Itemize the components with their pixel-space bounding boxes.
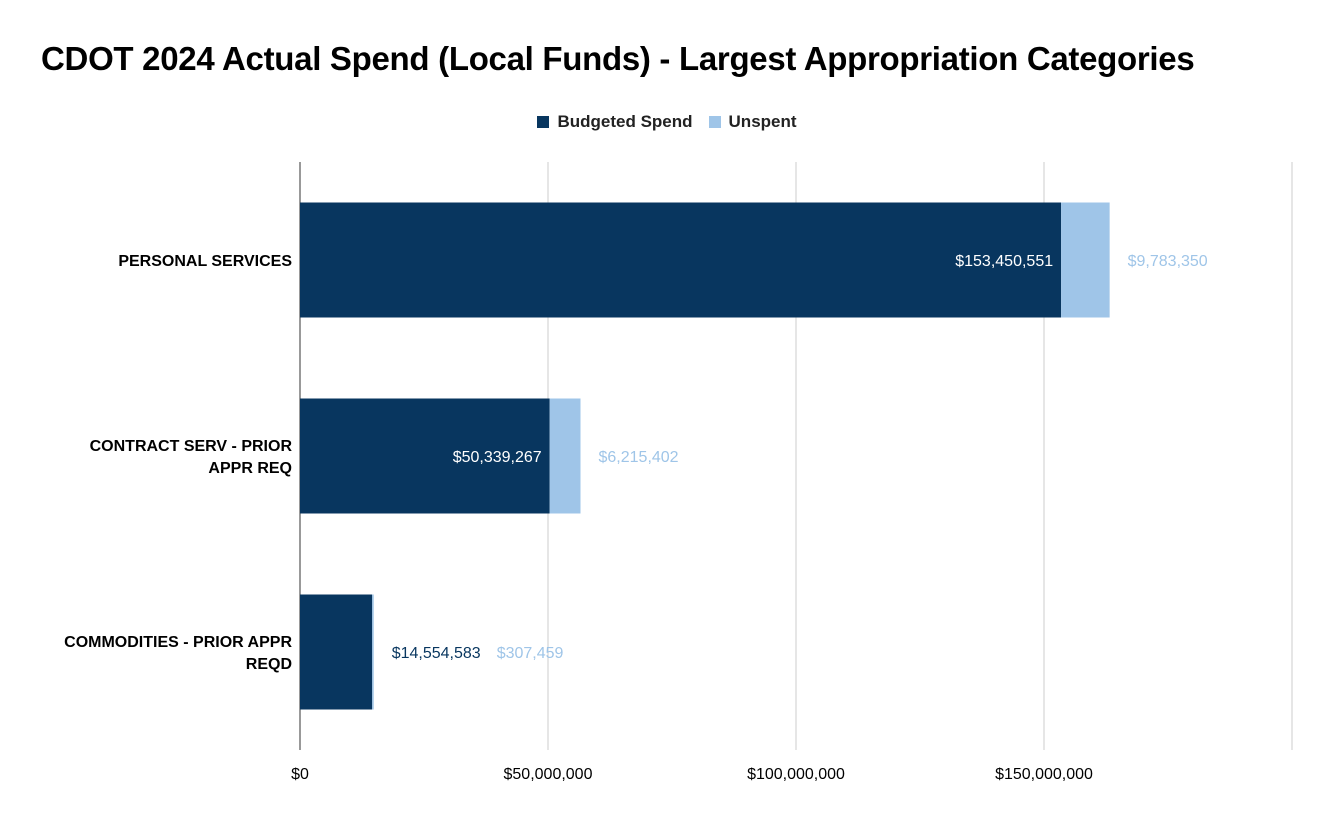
x-tick-label: $150,000,000 <box>995 766 1093 783</box>
x-tick-label: $0 <box>291 766 309 783</box>
category-label: APPR REQ <box>208 460 292 477</box>
legend-label-budgeted-spend: Budgeted Spend <box>557 112 693 131</box>
data-label-unspent: $6,215,402 <box>599 449 679 466</box>
legend-swatch-budgeted-spend <box>537 116 550 128</box>
data-label-unspent: $9,783,350 <box>1128 253 1208 270</box>
legend-swatch-unspent <box>708 116 721 128</box>
bar-budgeted-spend <box>300 398 550 514</box>
category-label: REQD <box>246 656 292 673</box>
x-tick-label: $100,000,000 <box>747 766 845 783</box>
legend: Budgeted Spend Unspent <box>0 112 1334 132</box>
legend-label-unspent: Unspent <box>728 112 797 131</box>
category-label: PERSONAL SERVICES <box>118 253 292 270</box>
bar-unspent <box>549 398 581 514</box>
data-label-unspent: $307,459 <box>497 645 564 662</box>
x-tick-label: $50,000,000 <box>504 766 593 783</box>
data-label-budgeted-spend: $153,450,551 <box>955 253 1053 270</box>
category-label: CONTRACT SERV - PRIOR <box>90 438 293 455</box>
bar-unspent <box>372 594 374 710</box>
legend-item-unspent[interactable]: Unspent <box>708 112 797 132</box>
legend-item-budgeted-spend[interactable]: Budgeted Spend <box>537 112 693 132</box>
category-label: COMMODITIES - PRIOR APPR <box>64 634 292 651</box>
data-label-budgeted-spend: $14,554,583 <box>392 645 481 662</box>
bar-budgeted-spend <box>300 594 373 710</box>
bar-unspent <box>1061 202 1110 318</box>
data-label-budgeted-spend: $50,339,267 <box>453 449 542 466</box>
bar-budgeted-spend <box>300 202 1062 318</box>
chart-title: CDOT 2024 Actual Spend (Local Funds) - L… <box>41 40 1195 77</box>
